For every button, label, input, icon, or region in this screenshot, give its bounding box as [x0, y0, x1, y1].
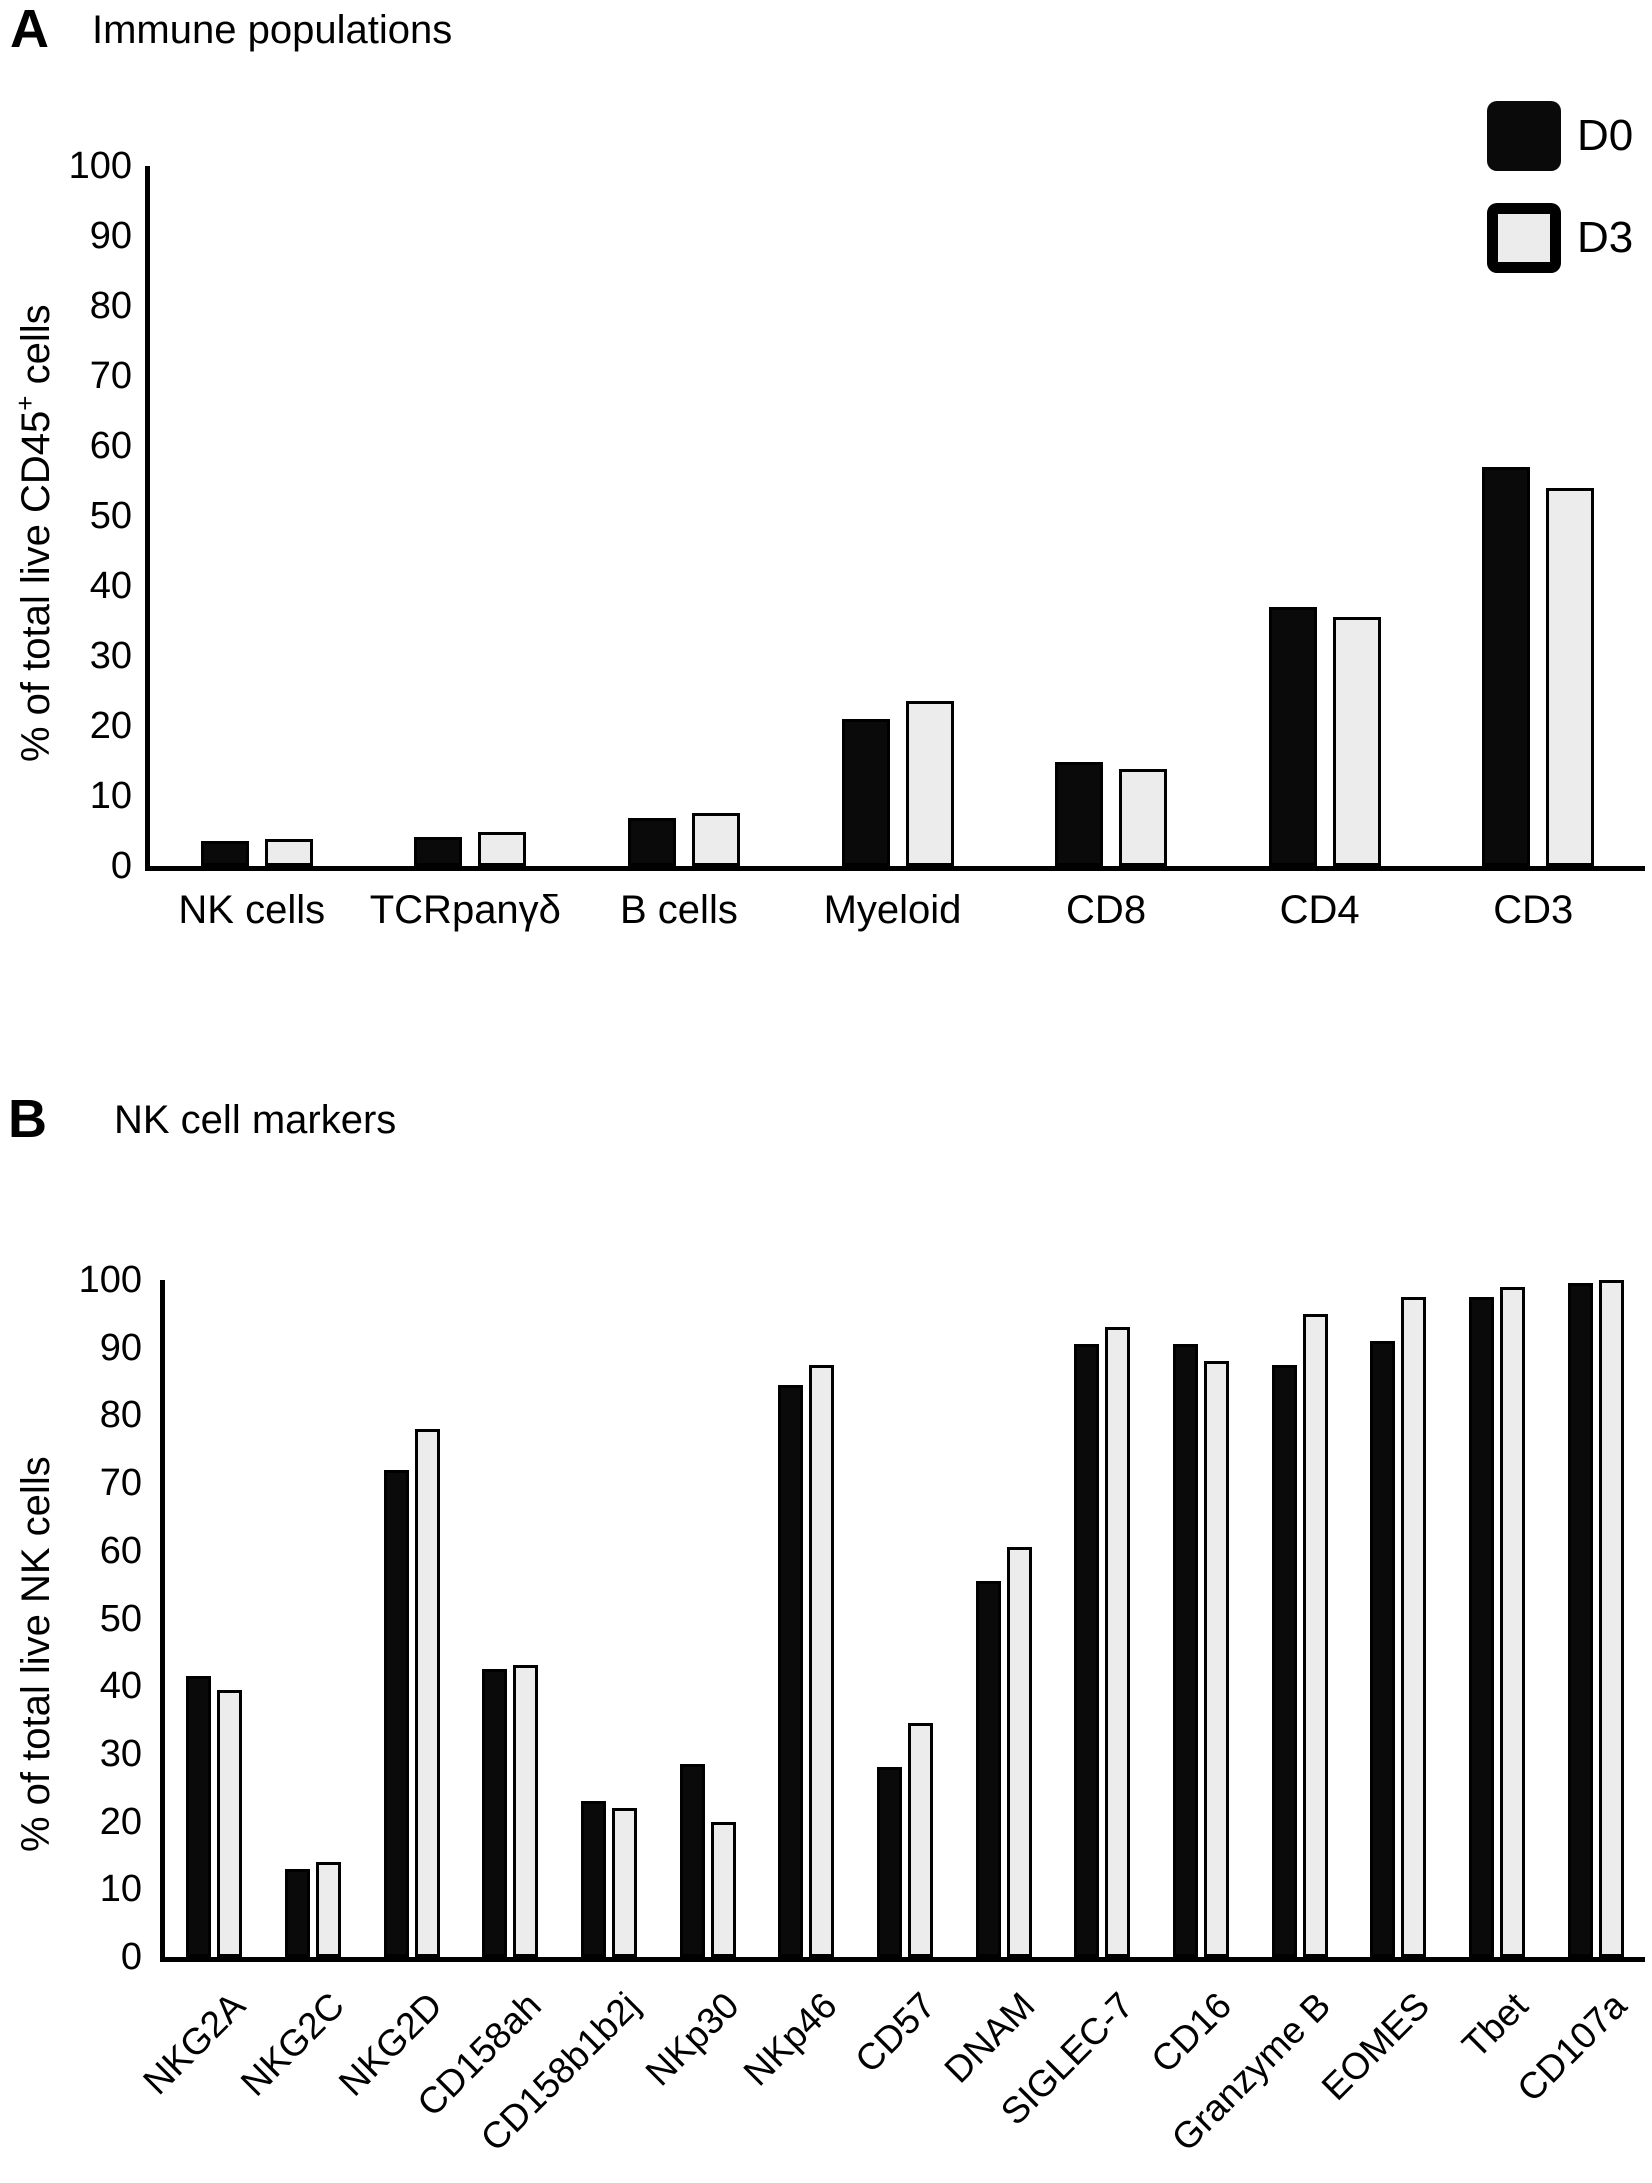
panel-a-y-tick-0: 0 — [110, 845, 132, 887]
bar-d3-cd158b1b2j — [612, 1808, 637, 1957]
panel-b-y-tick-100: 100 — [78, 1259, 142, 1301]
bar-d3-nkg2a — [217, 1690, 243, 1957]
bar-d0-cd57 — [877, 1767, 902, 1957]
panel-b-y-tick-60: 60 — [99, 1529, 142, 1572]
bar-d3-nk-cells — [264, 839, 313, 866]
bar-d0-dnam — [975, 1581, 1001, 1957]
bar-d3-nkp46 — [809, 1365, 835, 1957]
category-label-cd16: CD16 — [1143, 1984, 1240, 2081]
legend-label-d0: D0 — [1577, 111, 1634, 160]
category-label-cd4: CD4 — [1279, 888, 1360, 932]
bar-d0-nkg2a — [186, 1676, 212, 1957]
bar-d0-siglec-7 — [1074, 1344, 1100, 1957]
bar-d0-cd16 — [1173, 1344, 1198, 1957]
bar-d3-cd158ah — [513, 1665, 539, 1957]
bar-d3-nkg2d — [414, 1429, 440, 1957]
bar-d3-cd57 — [908, 1723, 933, 1957]
bar-d0-tbet — [1469, 1297, 1494, 1957]
category-label-cd57: CD57 — [847, 1984, 944, 2081]
category-label-nkg2c: NKG2C — [232, 1984, 352, 2104]
panel-b-y-axis-label-text: % of total live NK cells — [14, 1456, 58, 1852]
category-label-nkp46: NKp46 — [735, 1984, 845, 2094]
category-label-b-cells: B cells — [620, 888, 738, 932]
panel-b-y-tick-10: 10 — [99, 1868, 142, 1911]
bar-d0-cd3 — [1482, 467, 1531, 866]
category-label-tbet: Tbet — [1454, 1984, 1536, 2066]
category-label-eomes: EOMES — [1313, 1984, 1437, 2109]
panel-a-y-tick-40: 40 — [89, 565, 132, 607]
panel-a-plot-area — [145, 166, 1645, 871]
panel-a-y-tick-100: 100 — [68, 145, 132, 187]
panel-a-y-tick-10: 10 — [89, 775, 132, 817]
bar-d0-cd107a — [1567, 1283, 1593, 1957]
panel-b-y-tick-20: 20 — [99, 1800, 142, 1843]
panel-b-y-tick-40: 40 — [99, 1665, 142, 1708]
bar-d0-b-cells — [627, 818, 676, 866]
bar-d3-nkg2c — [316, 1862, 341, 1957]
category-label-myeloid: Myeloid — [823, 888, 962, 932]
panel-b-letter: B — [8, 1089, 47, 1149]
panel-a-title: Immune populations — [92, 8, 453, 52]
panel-b-y-tick-70: 70 — [99, 1462, 142, 1505]
bar-d3-siglec-7 — [1105, 1327, 1131, 1957]
panel-a-y-tick-20: 20 — [89, 705, 132, 747]
category-label-cd3: CD3 — [1493, 888, 1574, 932]
bar-d0-cd4 — [1268, 607, 1317, 866]
bar-d3-cd4 — [1332, 617, 1381, 866]
panel-a-y-tick-80: 80 — [89, 285, 132, 327]
category-label-cd8: CD8 — [1066, 888, 1147, 932]
bar-d0-myeloid — [841, 719, 890, 866]
legend-swatch-d3 — [1487, 203, 1561, 273]
legend-label-d3: D3 — [1577, 213, 1634, 262]
bar-d0-nk-cells — [200, 841, 249, 866]
panel-a-y-tick-90: 90 — [89, 215, 132, 257]
category-label-nkp30: NKp30 — [637, 1984, 747, 2094]
bar-d0-nkp30 — [679, 1764, 705, 1957]
bar-d3-cd16 — [1204, 1361, 1229, 1957]
panel-b-plot-area — [160, 1280, 1645, 1962]
bar-d3-eomes — [1401, 1297, 1427, 1957]
bar-d3-tbet — [1500, 1287, 1525, 1957]
bar-d0-eomes — [1370, 1341, 1396, 1957]
panel-b-y-tick-0: 0 — [120, 1936, 142, 1978]
category-label-tcrpan-: TCRpanγδ — [369, 888, 561, 932]
bar-d0-cd8 — [1055, 762, 1104, 866]
bar-d3-nkp30 — [710, 1822, 736, 1957]
bar-d3-myeloid — [905, 701, 954, 866]
panel-b-y-tick-80: 80 — [99, 1394, 142, 1437]
legend-swatch-d0 — [1487, 101, 1561, 171]
panel-a-y-tick-30: 30 — [89, 635, 132, 677]
panel-a-y-tick-50: 50 — [89, 495, 132, 537]
bar-d3-cd3 — [1546, 488, 1595, 866]
panel-b-y-tick-30: 30 — [99, 1732, 142, 1775]
category-label-nk-cells: NK cells — [178, 888, 326, 932]
bar-d3-b-cells — [691, 813, 740, 866]
panel-b-y-tick-90: 90 — [99, 1326, 142, 1369]
bar-d0-granzyme-b — [1271, 1365, 1297, 1957]
panel-a-letter: A — [10, 0, 49, 59]
bar-d3-cd107a — [1598, 1280, 1624, 1957]
bar-d0-cd158ah — [482, 1669, 508, 1957]
category-label-nkg2a: NKG2A — [135, 1984, 253, 2103]
bar-d0-nkp46 — [778, 1385, 804, 1957]
bar-d0-nkg2c — [285, 1869, 310, 1957]
panel-b-y-tick-50: 50 — [99, 1597, 142, 1640]
panel-a-y-tick-70: 70 — [89, 355, 132, 397]
bar-d3-cd8 — [1119, 769, 1168, 866]
bar-d3-tcrpan- — [478, 832, 527, 866]
bar-d0-nkg2d — [383, 1470, 409, 1957]
panel-a-y-tick-60: 60 — [89, 425, 132, 467]
bar-d0-tcrpan- — [414, 837, 463, 866]
category-label-cd107a: CD107a — [1509, 1984, 1635, 2110]
bar-d3-granzyme-b — [1302, 1314, 1328, 1957]
bar-d0-cd158b1b2j — [581, 1801, 606, 1957]
bar-d3-dnam — [1006, 1547, 1032, 1957]
panel-b-y-axis-label: % of total live NK cells — [14, 1456, 58, 1852]
panel-b-title: NK cell markers — [114, 1098, 397, 1142]
